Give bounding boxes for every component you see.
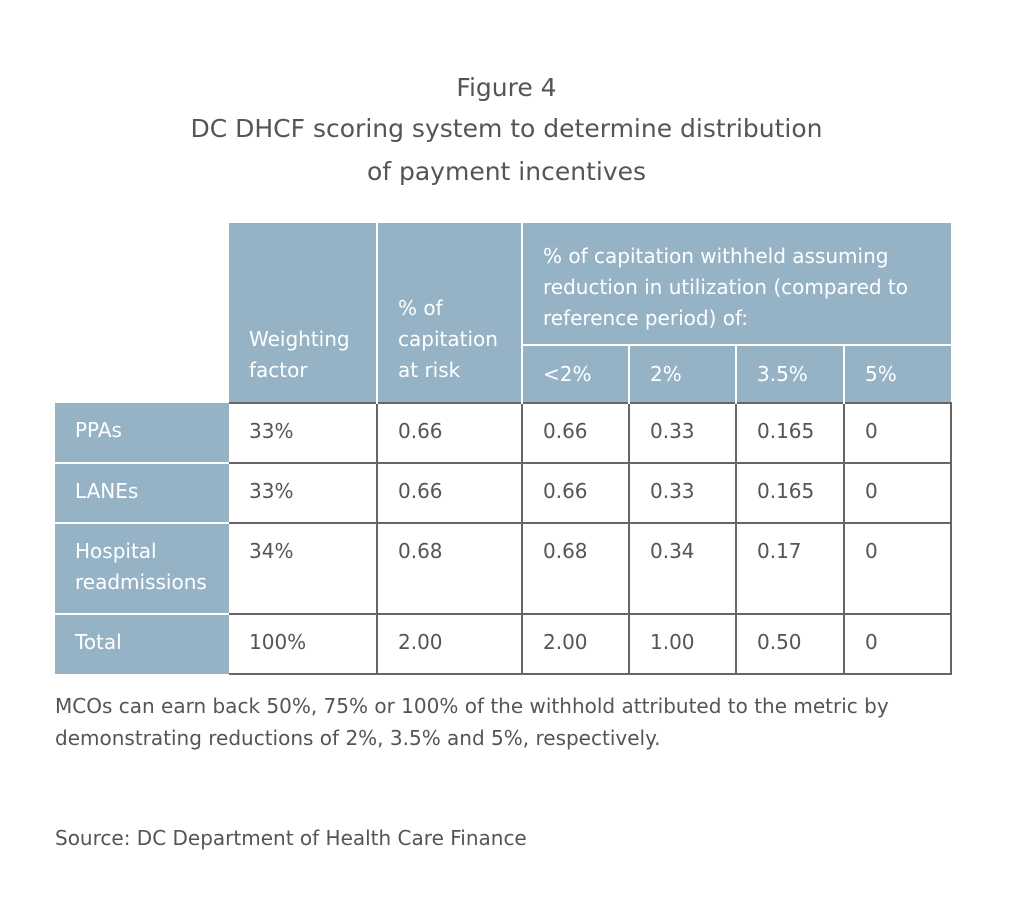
figure-title-line-1: DC DHCF scoring system to determine dist…: [190, 114, 823, 143]
table-cell: 0: [844, 402, 953, 464]
footnote: MCOs can earn back 50%, 75% or 100% of t…: [55, 694, 889, 750]
table-cell: 100%: [229, 614, 378, 675]
table-cell: 0.66: [377, 402, 523, 464]
row-label-lanes: LANEs: [55, 463, 229, 524]
header-threshold-lt2: <2%: [521, 345, 629, 403]
table-cell: 0.66: [377, 463, 523, 524]
table-cell: 0.165: [736, 402, 845, 464]
row-label-total: Total: [55, 614, 229, 674]
table-row: PPAs 33% 0.66 0.66 0.33 0.165 0: [55, 402, 953, 464]
table-row: Hospital readmissions 34% 0.68 0.68 0.34…: [55, 523, 953, 615]
table-cell: 0.33: [629, 402, 737, 464]
row-label-hospital-readmissions: Hospital readmissions: [55, 523, 229, 615]
table-row: LANEs 33% 0.66 0.66 0.33 0.165 0: [55, 463, 953, 524]
row-label-ppas: PPAs: [55, 403, 229, 464]
table-cell: 2.00: [377, 614, 523, 675]
figure-title-line-2: of payment incentives: [366, 157, 647, 186]
header-threshold-2: 2%: [628, 345, 736, 403]
table-cell: 0.50: [736, 614, 845, 675]
table-cell: 2.00: [522, 614, 630, 675]
header-weighting-factor: Weighting factor: [229, 223, 377, 403]
table-cell: 0.68: [522, 523, 630, 615]
table-cell: 0: [844, 614, 953, 675]
header-threshold-5: 5%: [842, 345, 952, 403]
table-cell: 33%: [229, 402, 378, 464]
table-cell: 0: [844, 523, 953, 615]
header-capitation-at-risk: % of capitation at risk: [376, 223, 522, 403]
header-capitation-withheld: % of capitation withheld assuming reduct…: [520, 223, 952, 346]
header-threshold-3-5: 3.5%: [735, 345, 844, 403]
table-cell: 33%: [229, 463, 378, 524]
table-cell: 1.00: [629, 614, 737, 675]
table-cell: 0.33: [629, 463, 737, 524]
table-cell: 0.66: [522, 463, 630, 524]
figure-number: Figure 4: [456, 73, 557, 102]
table-cell: 0.34: [629, 523, 737, 615]
table-cell: 0: [844, 463, 953, 524]
table-row: Total 100% 2.00 2.00 1.00 0.50 0: [55, 614, 953, 675]
header-blank-corner: [55, 223, 229, 403]
table-cell: 0.17: [736, 523, 845, 615]
table-cell: 0.68: [377, 523, 523, 615]
table-cell: 0.165: [736, 463, 845, 524]
table-cell: 34%: [229, 523, 378, 615]
source-credit: Source: DC Department of Health Care Fin…: [55, 826, 527, 850]
scoring-table: Weighting factor % of capitation at risk…: [55, 223, 953, 675]
table-cell: 0.66: [522, 402, 630, 464]
